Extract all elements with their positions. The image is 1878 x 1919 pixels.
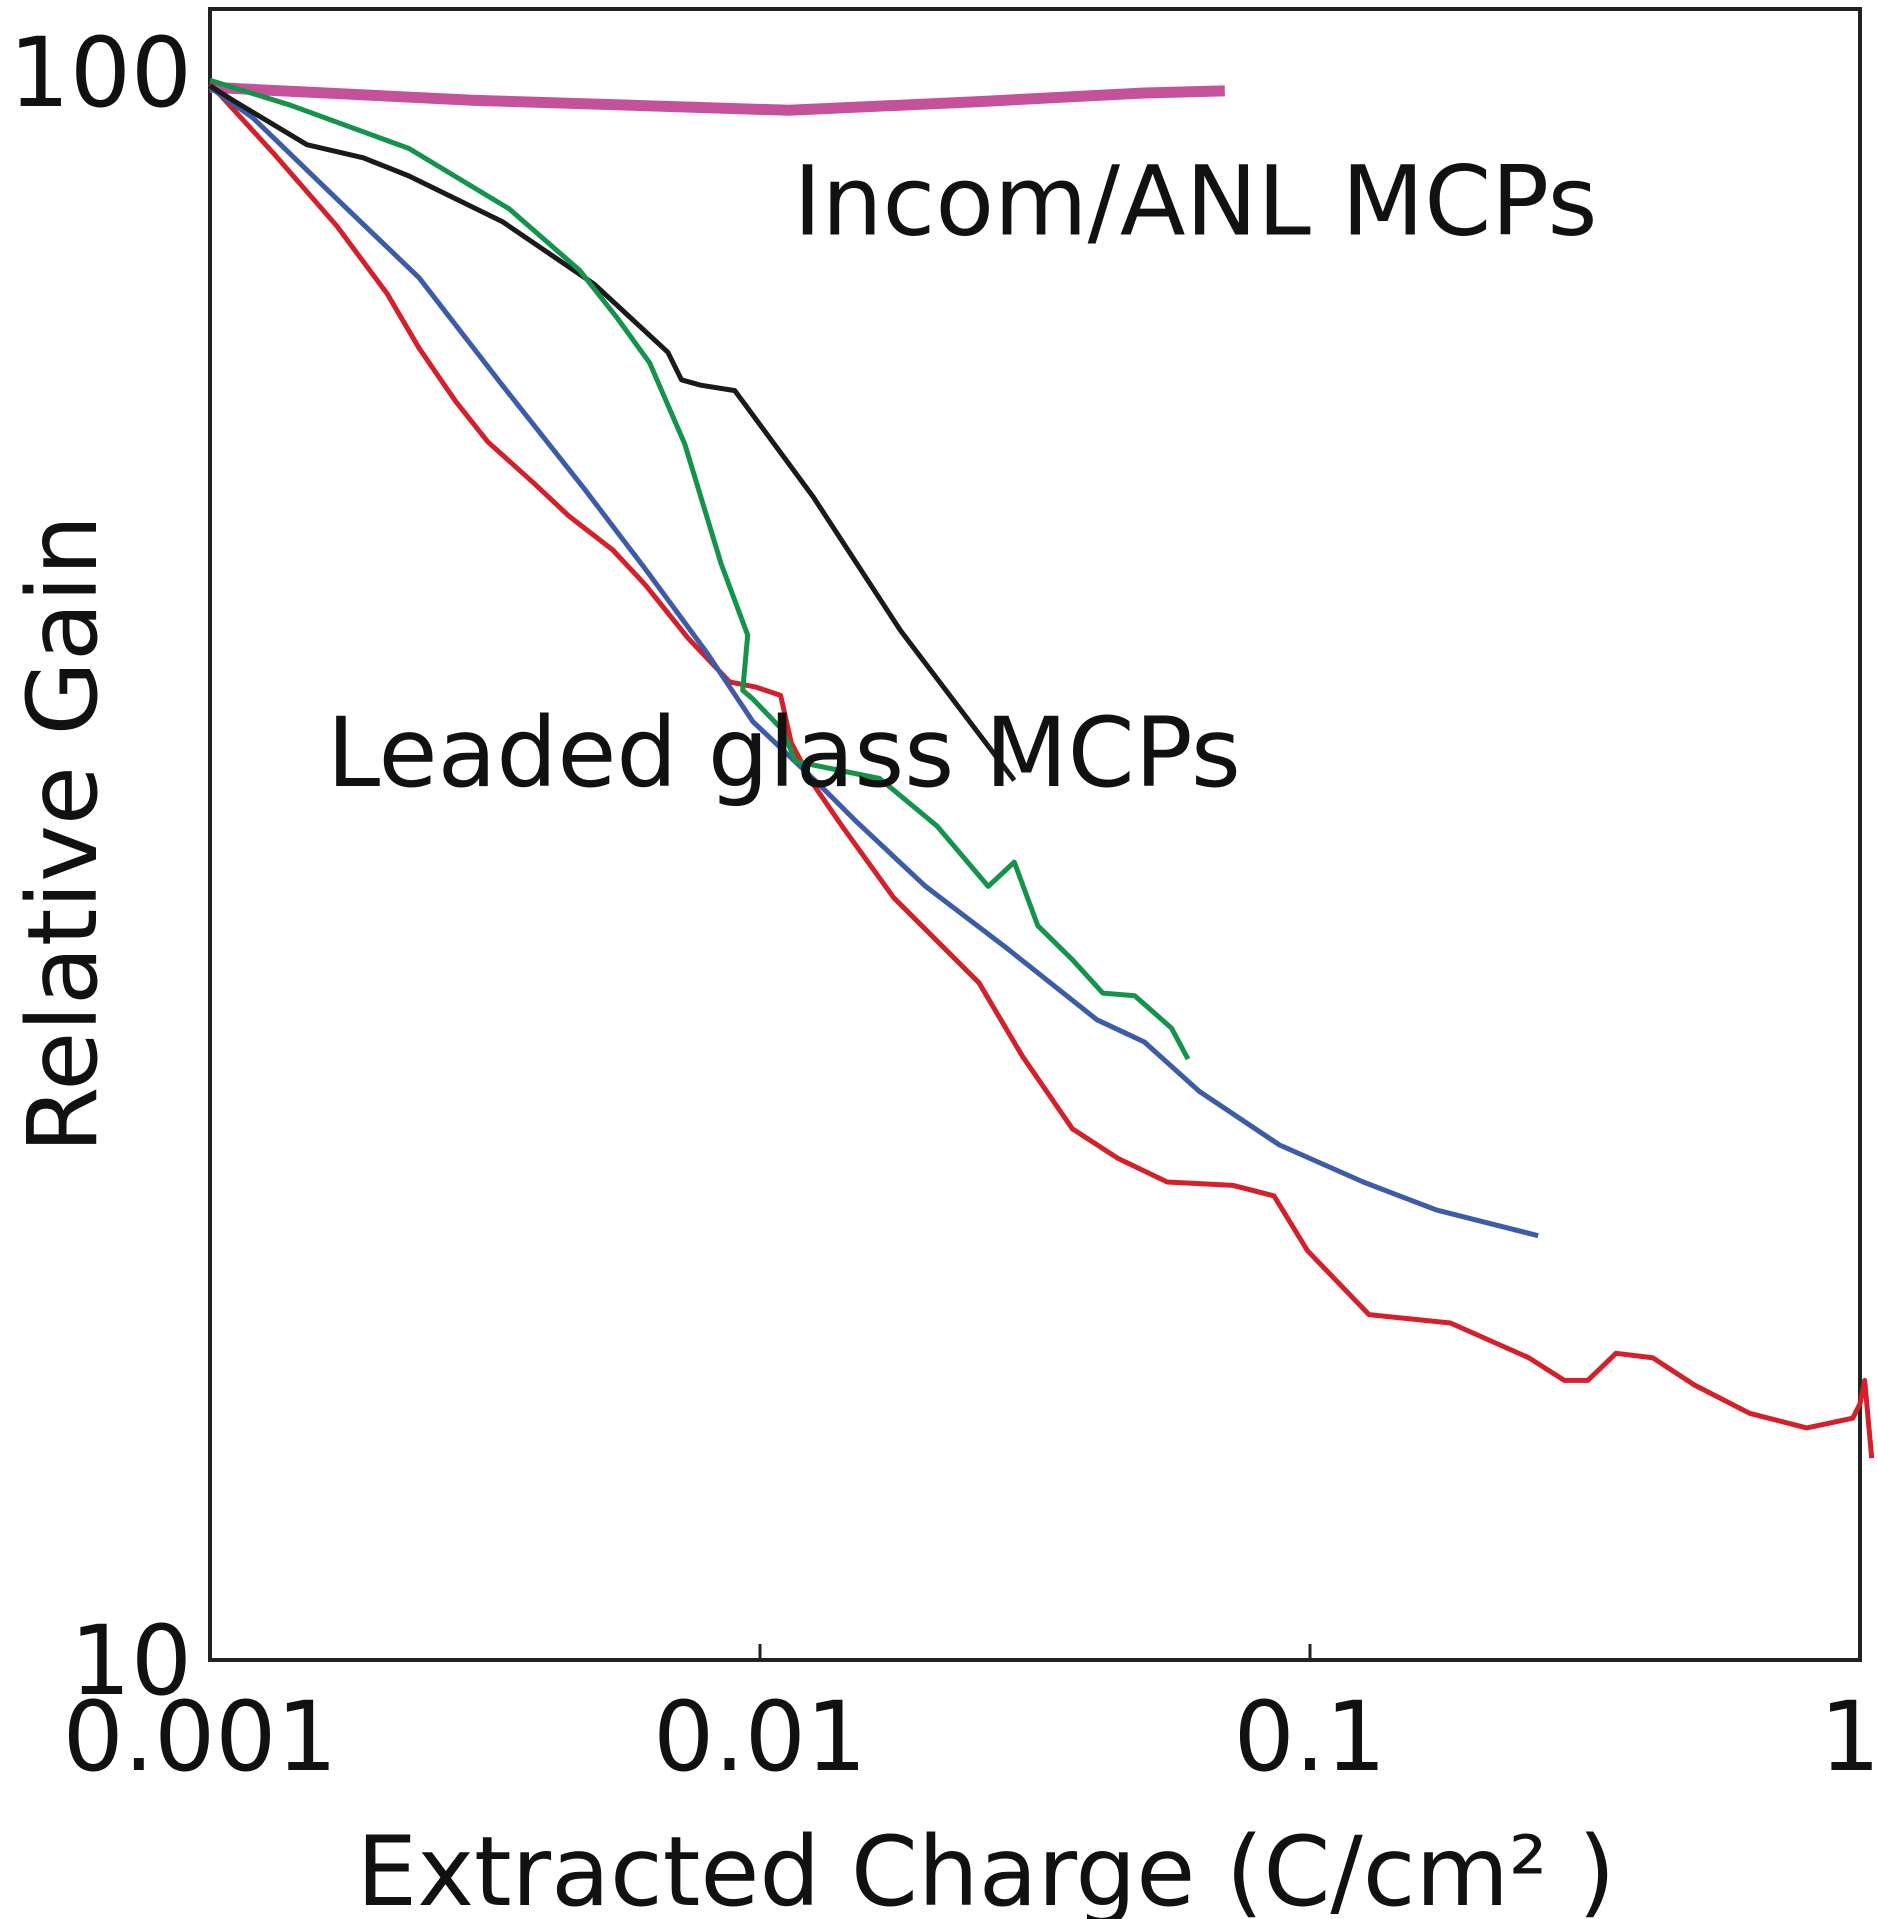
- tick-label-layer: 0.001 0.01 0.1 1 10 100: [9, 17, 1878, 1793]
- annotation-layer: Incom/ANL MCPs Leaded glass MCPs: [327, 146, 1598, 810]
- y-axis-title: Relative Gain: [7, 515, 119, 1153]
- x-tick-label: 0.01: [653, 1681, 867, 1793]
- series-line-leaded-glass-mcp-green: [209, 77, 1191, 1061]
- y-tick-label: 10: [70, 1605, 192, 1717]
- x-tick-label: 0.001: [63, 1681, 338, 1793]
- plot-area-frame: [208, 7, 1862, 1662]
- y-tick-label: 100: [9, 17, 192, 129]
- series-line-leaded-glass-mcp-red: [208, 82, 1875, 1459]
- series-line-incom-anl-mcps: [209, 81, 1225, 116]
- x-tick-label: 0.1: [1234, 1681, 1387, 1793]
- tick-layer: [758, 1644, 1312, 1660]
- annotation-incom-anl-mcps: Incom/ANL MCPs: [793, 146, 1597, 258]
- x-axis-title: Extracted Charge (C/cm² ): [357, 1816, 1616, 1919]
- series-layer: [208, 77, 1875, 1459]
- series-line-leaded-glass-mcp-black: [208, 83, 1017, 782]
- series-line-leaded-glass-mcp-blue: [208, 85, 1539, 1239]
- x-tick-label: 1: [1819, 1681, 1878, 1793]
- annotation-leaded-glass-mcps: Leaded glass MCPs: [327, 697, 1241, 809]
